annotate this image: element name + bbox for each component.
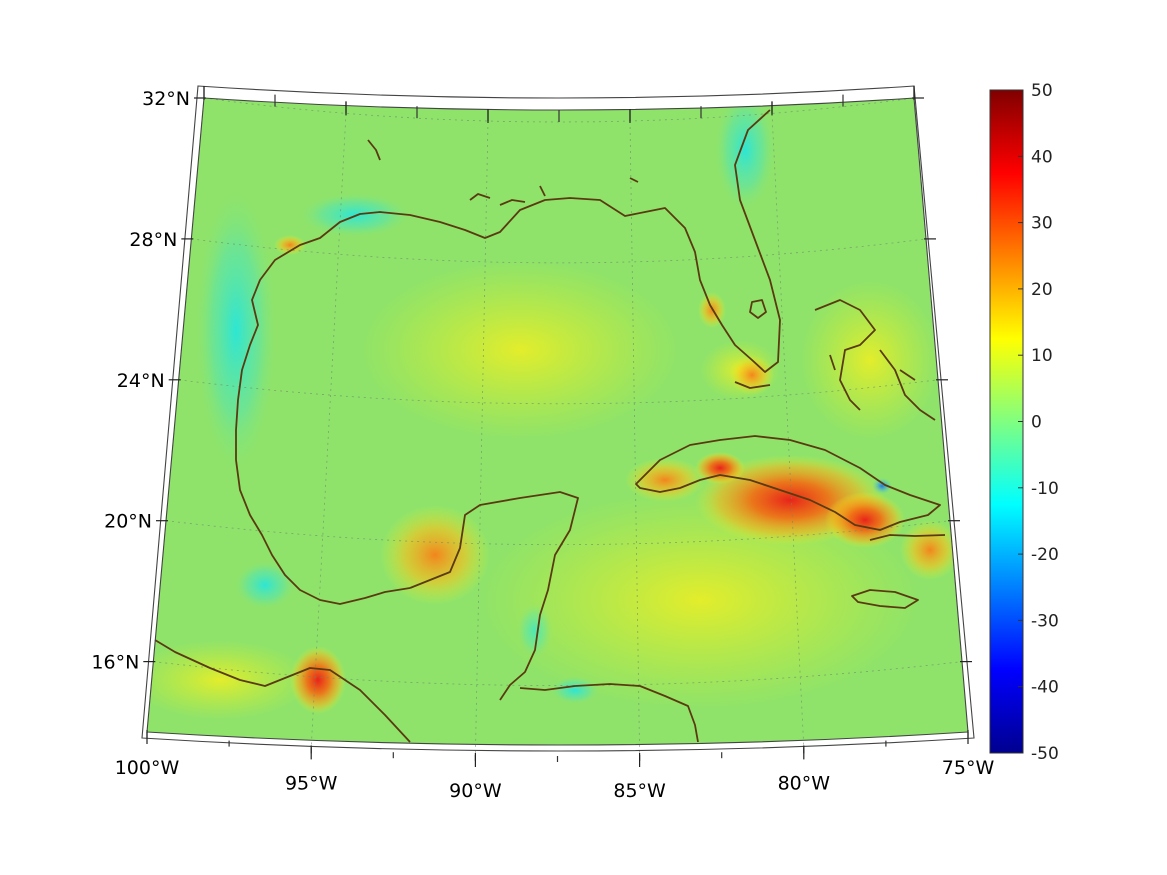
colorbar-ticks: 50 40 30 20 10 0 -10 -20 -30 -40 -50 — [1018, 81, 1059, 764]
longitude-tick-label: 90°W — [449, 780, 502, 802]
anomaly-yellow-central-gulf — [360, 260, 680, 440]
anomaly-yellow-bahamas — [800, 280, 940, 440]
coastline-bahamas — [814, 299, 936, 421]
colorbar-tick-label: -10 — [1031, 479, 1059, 499]
coastline-hispaniola — [869, 534, 946, 541]
latitude-tick-label: 24°N — [117, 370, 165, 392]
longitude-tick-label: 95°W — [285, 772, 338, 794]
colorbar-tick-label: 20 — [1031, 280, 1053, 300]
data-field — [147, 98, 968, 745]
colorbar-tick-label: 30 — [1031, 214, 1053, 234]
colorbar-tick-label: 50 — [1031, 81, 1053, 101]
grid-parallel — [165, 520, 951, 546]
latitude-tick-label: 20°N — [104, 511, 152, 533]
longitude-labels: 100°W 95°W 90°W 85°W 80°W 75°W — [115, 86, 995, 802]
colorbar-tick-label: 40 — [1031, 147, 1053, 167]
coastline-louisiana-islands — [367, 139, 639, 206]
coastline-gulf — [154, 639, 411, 743]
anomaly-orange-texas — [274, 235, 306, 255]
coastline-cuba — [635, 435, 941, 531]
colorbar-gradient — [989, 89, 1024, 754]
colorbar: 50 40 30 20 10 0 -10 -20 -30 -40 -50 — [989, 81, 1059, 764]
colorbar-tick-label: -20 — [1031, 545, 1059, 565]
grid-meridian — [310, 113, 347, 748]
anomaly-orange-tehuantepec — [290, 646, 346, 714]
coastline-central-america — [519, 683, 699, 743]
anomaly-cyan-north-coast — [300, 193, 410, 237]
latitude-tick-label: 16°N — [91, 652, 139, 674]
coastline-jamaica — [851, 589, 919, 609]
latitude-tick-label: 32°N — [142, 88, 190, 110]
anomaly-red-cuba-north — [695, 452, 745, 484]
colorbar-tick-label: 10 — [1031, 346, 1053, 366]
anomaly-yellow-southwest — [147, 640, 310, 720]
coastline-mexico-usa — [235, 109, 781, 605]
anomaly-red-cuba-east — [825, 492, 905, 548]
anomaly-cyan-florida-east — [715, 98, 775, 210]
colorbar-tick-label: 0 — [1031, 413, 1042, 433]
anomaly-cyan-west-coast — [196, 190, 276, 470]
latitude-tick-label: 28°N — [129, 229, 177, 251]
grid-parallel — [191, 238, 927, 264]
colorbar-tick-label: -40 — [1031, 678, 1059, 698]
map-frame — [141, 85, 975, 752]
longitude-tick-label: 100°W — [115, 757, 180, 779]
coastlines — [154, 109, 946, 743]
anomaly-orange-cuba-west — [625, 458, 705, 502]
coastline-yucatan — [409, 491, 579, 701]
anomaly-yellow-caribbean — [480, 490, 920, 710]
longitude-tick-label: 85°W — [613, 780, 666, 802]
grid-meridian — [475, 120, 489, 756]
longitude-tick-label: 80°W — [778, 772, 831, 794]
colorbar-tick-label: -50 — [1031, 744, 1059, 764]
colorbar-tick-label: -30 — [1031, 611, 1059, 631]
coastline-florida-keys — [734, 381, 771, 389]
grid-meridian — [771, 113, 805, 748]
grid-parallel — [178, 379, 939, 405]
map-frame-inner — [146, 97, 969, 746]
anomaly-cyan-southwest — [235, 561, 295, 609]
grid-meridian — [629, 120, 640, 756]
longitude-tick-label: 75°W — [942, 757, 995, 779]
coastline-lake-okeechobee — [749, 299, 767, 319]
latitude-labels: 32°N 28°N 24°N 20°N 16°N — [91, 88, 972, 674]
